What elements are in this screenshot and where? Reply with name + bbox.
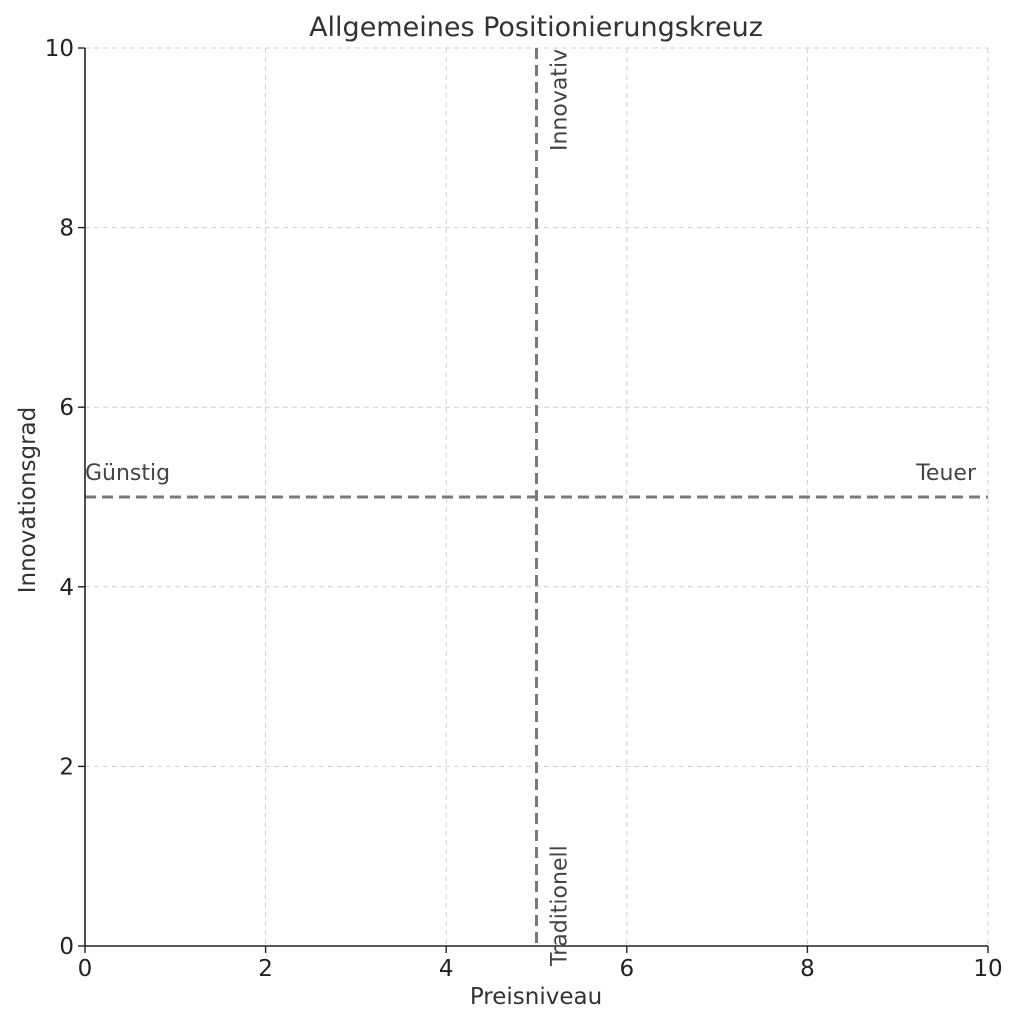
annotation-innovativ: Innovativ [548, 49, 573, 151]
y-tick-label-5: 10 [45, 36, 74, 62]
y-tick-label-2: 4 [59, 575, 74, 601]
y-tick-label-3: 6 [59, 395, 74, 421]
y-tick-label-0: 0 [59, 934, 74, 960]
reference-lines [85, 48, 988, 946]
y-axis-label: Innovationsgrad [15, 407, 41, 594]
x-tick-label-3: 6 [619, 956, 634, 982]
x-tick-label-1: 2 [258, 956, 273, 982]
annotations: Günstig Teuer Innovativ Traditionell [85, 49, 977, 967]
x-tick-label-2: 4 [439, 956, 454, 982]
annotation-traditionell: Traditionell [548, 845, 573, 967]
x-tick-label-4: 8 [800, 956, 815, 982]
x-axis-label: Preisniveau [470, 984, 602, 1010]
y-tick-label-4: 8 [59, 216, 74, 242]
x-tick-label-5: 10 [973, 956, 1002, 982]
annotation-g-nstig: Günstig [85, 461, 170, 486]
chart-title: Allgemeines Positionierungskreuz [309, 12, 763, 43]
axes [84, 48, 988, 947]
x-tick-label-0: 0 [78, 956, 93, 982]
ticks: 0 2 4 6 8 10 0 2 4 6 8 10 [45, 36, 1003, 982]
y-tick-label-1: 2 [59, 754, 74, 780]
annotation-teuer: Teuer [915, 461, 977, 486]
